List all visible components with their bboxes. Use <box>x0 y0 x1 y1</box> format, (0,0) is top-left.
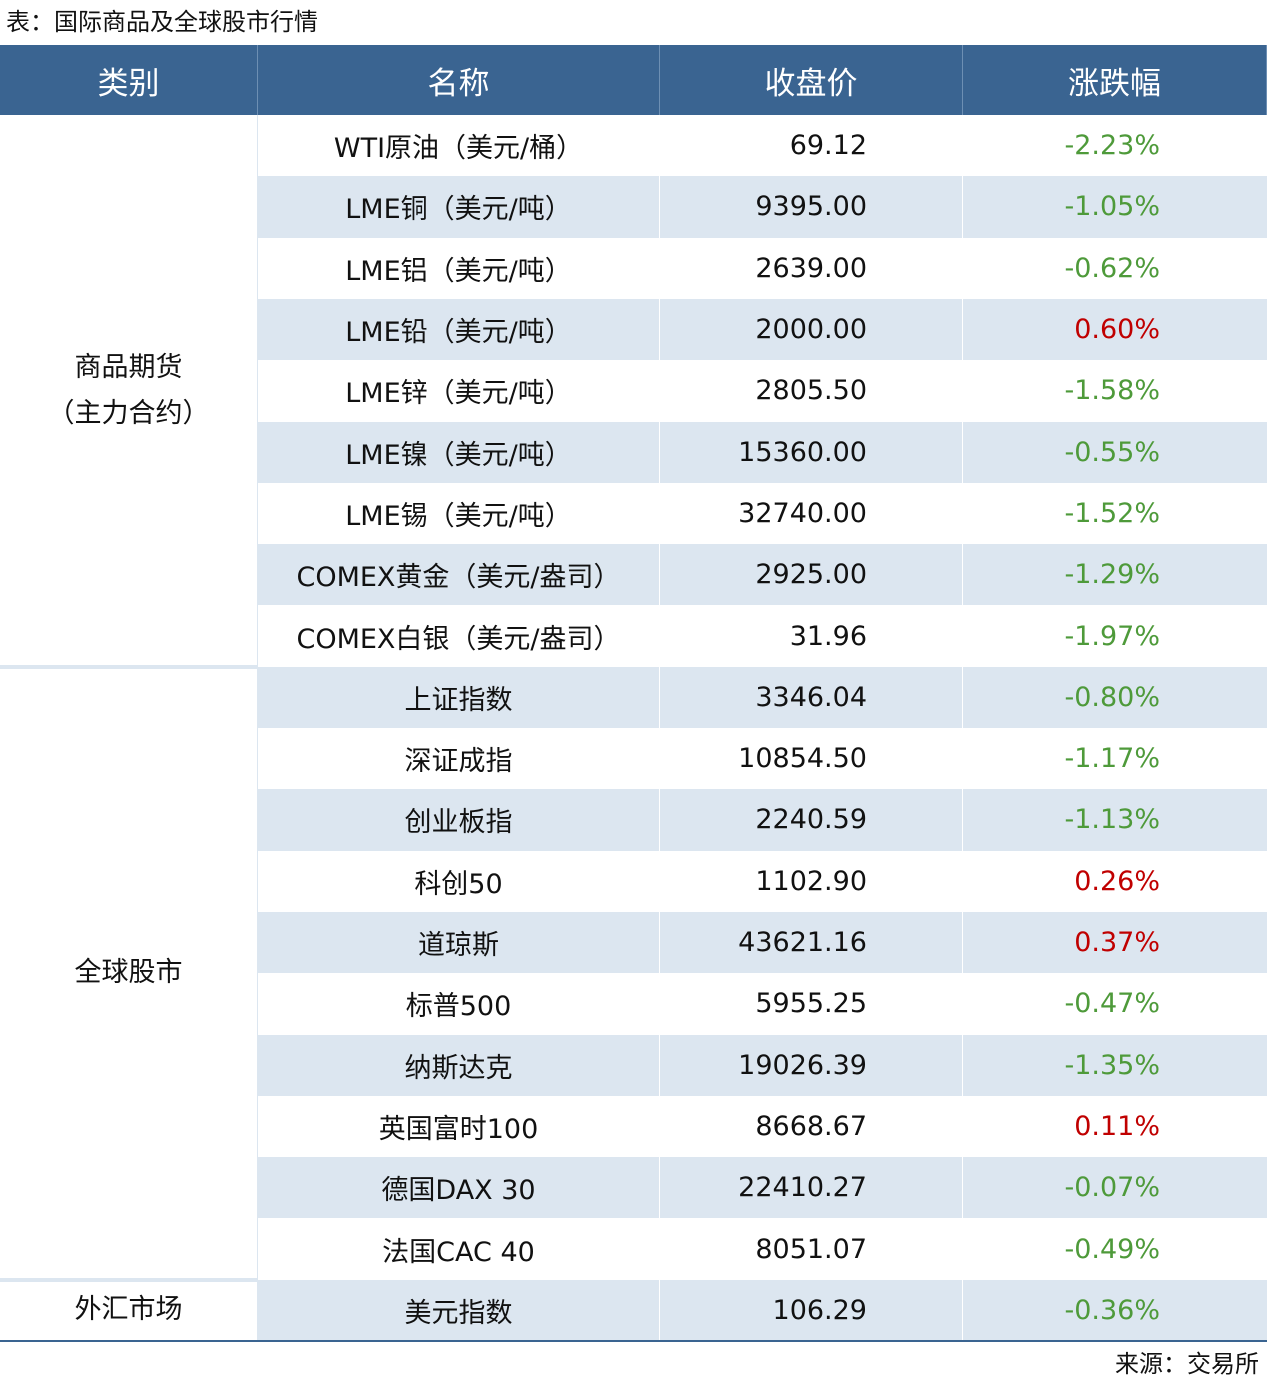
change-cell: 0.60% <box>963 298 1267 361</box>
category-line: 全球股市 <box>74 957 183 989</box>
source: 来源：交易所 <box>1115 1350 1259 1378</box>
table-title: 表：国际商品及全球股市行情 <box>6 8 318 36</box>
category-cell: 全球股市 <box>0 666 258 1280</box>
name-cell: COMEX白银（美元/盎司） <box>258 605 660 667</box>
change-cell: -1.29% <box>963 544 1267 606</box>
header-cell: 收盘价 <box>660 45 963 115</box>
change-cell: -0.62% <box>1064 252 1160 284</box>
change-cell: -0.36% <box>963 1279 1267 1341</box>
name-cell: COMEX黄金（美元/盎司） <box>258 544 660 606</box>
change-cell: -2.23% <box>1064 130 1160 162</box>
close-cell: 19026.39 <box>660 1034 963 1096</box>
category-line: 外汇市场 <box>74 1294 183 1326</box>
close-cell: 2000.00 <box>660 298 963 361</box>
category-cell: 商品期货 （主力合约） <box>0 115 258 667</box>
change-cell: 0.37% <box>963 911 1267 974</box>
name-cell: 深证成指 <box>258 728 660 790</box>
change-cell: -1.97% <box>1064 620 1160 652</box>
name-cell: 德国DAX 30 <box>258 1157 660 1219</box>
change-cell: -1.05% <box>963 176 1267 238</box>
close-cell: 2240.59 <box>660 789 963 851</box>
change-cell: -0.49% <box>1064 1233 1160 1265</box>
name-cell: 创业板指 <box>258 789 660 851</box>
category-cell: 外汇市场 <box>0 1279 258 1341</box>
close-cell: 32740.00 <box>660 482 963 545</box>
change-cell: -0.07% <box>963 1157 1267 1219</box>
change-cell: 0.11% <box>1074 1110 1160 1142</box>
name-cell: 上证指数 <box>258 666 660 728</box>
name-cell: LME镍（美元/吨） <box>258 421 660 483</box>
change-cell: -1.17% <box>1064 743 1160 775</box>
close-cell: 22410.27 <box>660 1157 963 1219</box>
close-cell: 43621.16 <box>660 911 963 974</box>
close-cell: 5955.25 <box>660 973 963 1035</box>
close-cell: 2639.00 <box>660 237 963 299</box>
close-cell: 106.29 <box>660 1279 963 1341</box>
header-cell: 涨跌幅 <box>963 45 1267 115</box>
category-line: 商品期货 <box>74 351 183 383</box>
name-cell: 英国富时100 <box>258 1095 660 1158</box>
change-cell: -1.58% <box>1064 375 1160 407</box>
close-cell: 1102.90 <box>660 850 963 912</box>
name-cell: LME铜（美元/吨） <box>258 176 660 238</box>
name-cell: 科创50 <box>258 850 660 912</box>
group-separator <box>0 664 258 669</box>
name-cell: 纳斯达克 <box>258 1034 660 1096</box>
group-separator <box>0 1277 258 1282</box>
close-cell: 9395.00 <box>660 176 963 238</box>
close-cell: 10854.50 <box>660 728 963 790</box>
close-cell: 8668.67 <box>660 1095 963 1158</box>
bottom-rule <box>0 1340 1267 1342</box>
change-cell: -0.80% <box>963 666 1267 728</box>
close-cell: 2805.50 <box>660 360 963 422</box>
name-cell: WTI原油（美元/桶） <box>258 115 660 177</box>
change-cell: -1.13% <box>963 789 1267 851</box>
name-cell: LME铝（美元/吨） <box>258 237 660 299</box>
close-cell: 15360.00 <box>660 421 963 483</box>
close-cell: 31.96 <box>660 605 963 667</box>
change-cell: 0.26% <box>1074 865 1160 897</box>
header-cell: 名称 <box>258 45 660 115</box>
close-cell: 69.12 <box>660 115 963 177</box>
close-cell: 2925.00 <box>660 544 963 606</box>
name-cell: 标普500 <box>258 973 660 1035</box>
name-cell: LME铅（美元/吨） <box>258 298 660 361</box>
close-cell: 8051.07 <box>660 1218 963 1280</box>
close-cell: 3346.04 <box>660 666 963 728</box>
name-cell: LME锌（美元/吨） <box>258 360 660 422</box>
category-line: （主力合约） <box>47 397 210 429</box>
name-cell: LME锡（美元/吨） <box>258 482 660 545</box>
name-cell: 美元指数 <box>258 1279 660 1341</box>
change-cell: -1.35% <box>963 1034 1267 1096</box>
change-cell: -1.52% <box>1064 497 1160 529</box>
name-cell: 法国CAC 40 <box>258 1218 660 1280</box>
change-cell: -0.47% <box>1064 988 1160 1020</box>
change-cell: -0.55% <box>963 421 1267 483</box>
name-cell: 道琼斯 <box>258 911 660 974</box>
header-cell: 类别 <box>0 45 258 115</box>
